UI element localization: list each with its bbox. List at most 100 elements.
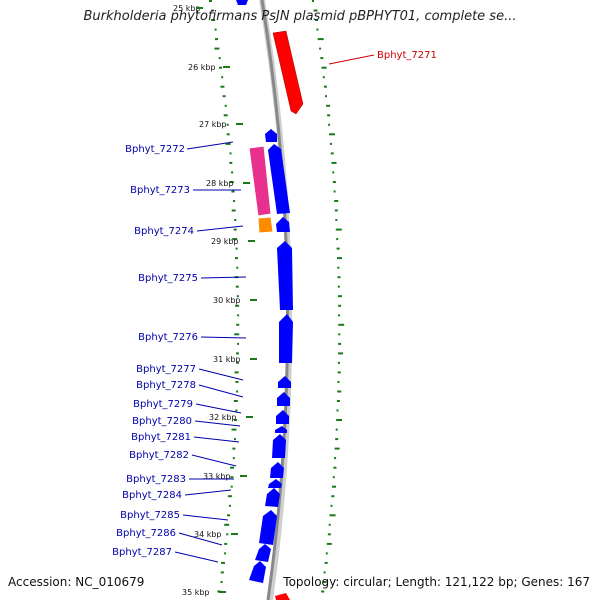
- gc-dash: [334, 447, 340, 450]
- scale-tick-label: 30 kbp: [213, 296, 241, 305]
- gene-feature[interactable]: [278, 376, 291, 388]
- gc-dash: [338, 352, 343, 355]
- gene-feature[interactable]: [255, 544, 271, 562]
- gene-label[interactable]: Bphyt_7271: [377, 50, 437, 61]
- gc-dash: [229, 181, 234, 183]
- gene-label[interactable]: Bphyt_7280: [132, 416, 192, 427]
- gc-dash: [221, 76, 224, 79]
- scale-tick-mark: [250, 299, 257, 301]
- gene-label[interactable]: Bphyt_7275: [138, 273, 198, 284]
- gene-label[interactable]: Bphyt_7273: [130, 185, 190, 196]
- scale-tick-label: 25 kbp: [173, 4, 201, 13]
- gc-dash: [234, 219, 237, 221]
- gene-feature[interactable]: [257, 216, 274, 234]
- gc-dash: [237, 342, 240, 345]
- gene-feature[interactable]: [277, 241, 293, 310]
- gene-feature[interactable]: [265, 488, 280, 507]
- gc-dash: [236, 323, 240, 326]
- gene-feature[interactable]: [270, 462, 284, 478]
- gene-feature[interactable]: [276, 410, 289, 424]
- gene-feature[interactable]: [272, 434, 286, 458]
- gene-feature[interactable]: [236, 0, 248, 5]
- gc-dash: [337, 295, 342, 298]
- gc-dash: [221, 561, 225, 564]
- gene-feature[interactable]: [277, 392, 290, 406]
- gc-dash: [226, 533, 229, 536]
- gene-label[interactable]: Bphyt_7284: [122, 490, 182, 501]
- gc-dash: [232, 457, 235, 460]
- leader-line: [194, 420, 241, 427]
- gene-label[interactable]: Bphyt_7274: [134, 226, 194, 237]
- gene-label[interactable]: Bphyt_7286: [116, 528, 176, 539]
- scale-tick-mark: [236, 123, 243, 125]
- scale-tick-mark: [243, 182, 250, 184]
- scale-tick-mark: [196, 7, 203, 9]
- gene-label[interactable]: Bphyt_7287: [112, 547, 172, 558]
- gc-dash: [336, 247, 340, 250]
- gene-feature[interactable]: [272, 30, 304, 115]
- gene-feature[interactable]: [249, 561, 266, 583]
- gc-dash: [330, 504, 333, 507]
- gene-label[interactable]: Bphyt_7272: [125, 144, 185, 155]
- gene-feature[interactable]: [276, 217, 290, 232]
- gc-dash: [337, 285, 340, 288]
- gene-feature[interactable]: [259, 510, 277, 545]
- gc-dash: [225, 142, 231, 145]
- gc-dash: [231, 190, 235, 193]
- gc-dash: [326, 104, 331, 107]
- gene-label[interactable]: Bphyt_7277: [136, 364, 196, 375]
- map-title: Burkholderia phytofirmans PsJN plasmid p…: [83, 9, 517, 24]
- gene-labels: Bphyt_7271 Bphyt_7272 Bphyt_7273 Bphyt_7…: [112, 50, 437, 558]
- gene-label[interactable]: Bphyt_7278: [136, 380, 196, 391]
- gene-feature[interactable]: [275, 593, 290, 600]
- leader-line: [196, 225, 244, 232]
- leader-line: [186, 141, 234, 150]
- scale-tick-label: 28 kbp: [206, 179, 234, 188]
- gc-dash: [220, 581, 223, 583]
- leader-line: [195, 403, 242, 414]
- gc-dash: [224, 104, 227, 107]
- gene-feature[interactable]: [268, 144, 290, 214]
- gc-dash: [327, 533, 331, 536]
- gc-dash: [320, 57, 324, 60]
- gene-label[interactable]: Bphyt_7276: [138, 332, 198, 343]
- gc-track-right: [312, 0, 345, 593]
- gc-dash: [230, 466, 235, 469]
- gene-feature[interactable]: [248, 145, 272, 217]
- scale-tick-label: 26 kbp: [188, 63, 216, 72]
- gc-dash: [236, 295, 239, 298]
- gc-dash: [234, 419, 237, 421]
- gc-dash: [223, 114, 228, 117]
- gene-label[interactable]: Bphyt_7281: [131, 432, 191, 443]
- gene-label[interactable]: Bphyt_7279: [133, 399, 193, 410]
- leader-line: [328, 54, 375, 65]
- gene-feature[interactable]: [265, 129, 277, 142]
- gc-dash: [336, 419, 343, 421]
- scale-tick-mark: [248, 240, 255, 242]
- gene-feature[interactable]: [279, 314, 293, 363]
- gc-dash: [338, 323, 345, 326]
- gc-dash: [236, 352, 239, 355]
- scale-tick-label: 33 kbp: [203, 472, 231, 481]
- gc-dash: [328, 523, 331, 526]
- gc-dash: [236, 390, 239, 393]
- gc-dash: [232, 238, 238, 241]
- gc-dash: [336, 400, 340, 402]
- gc-dash: [211, 19, 216, 21]
- scale-tick-mark: [219, 591, 226, 593]
- gene-label[interactable]: Bphyt_7283: [126, 474, 186, 485]
- leader-line: [200, 336, 247, 339]
- gene-label[interactable]: Bphyt_7285: [120, 510, 180, 521]
- gc-dash: [235, 285, 239, 288]
- gc-dash: [234, 438, 236, 441]
- gc-dash: [319, 47, 322, 50]
- gc-dash: [220, 85, 225, 88]
- gene-feature[interactable]: [275, 426, 287, 433]
- gc-dash: [233, 400, 238, 402]
- gene-label[interactable]: Bphyt_7282: [129, 450, 189, 461]
- gene-feature[interactable]: [268, 479, 282, 488]
- scale-tick-label: 32 kbp: [209, 413, 237, 422]
- gc-dash: [323, 571, 326, 574]
- scale-tick-mark: [231, 533, 238, 535]
